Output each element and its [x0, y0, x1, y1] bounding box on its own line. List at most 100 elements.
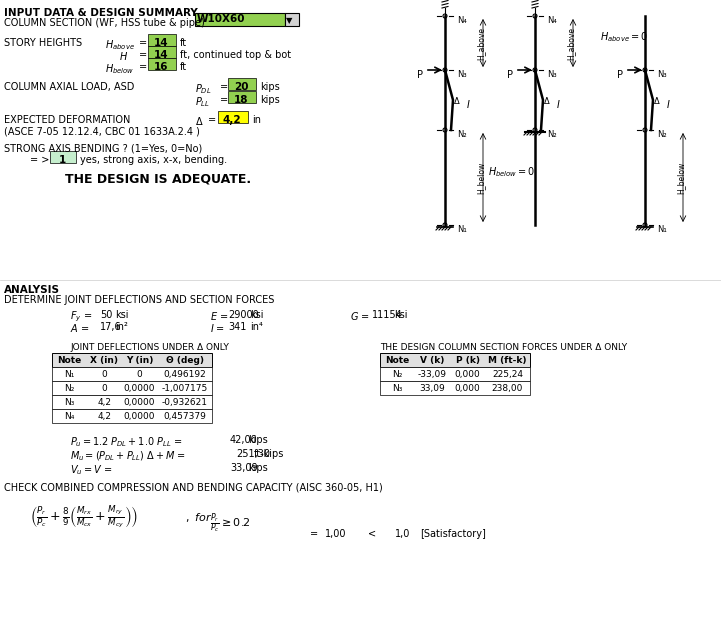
Text: <: <	[368, 529, 376, 539]
Text: yes, strong axis, x-x, bending.: yes, strong axis, x-x, bending.	[80, 155, 227, 165]
Text: kips: kips	[248, 463, 267, 473]
Text: (ASCE 7-05 12.12.4, CBC 01 1633A.2.4 ): (ASCE 7-05 12.12.4, CBC 01 1633A.2.4 )	[4, 126, 200, 136]
Bar	[228, 91, 256, 103]
Text: 4,2: 4,2	[97, 412, 112, 421]
Text: N₂: N₂	[657, 130, 667, 139]
Text: N₃: N₃	[392, 384, 403, 393]
Text: I: I	[467, 100, 470, 110]
Text: W10X60: W10X60	[197, 14, 245, 24]
Text: $H_{below}$: $H_{below}$	[105, 62, 134, 76]
Text: =: =	[139, 62, 147, 72]
Text: Y (in): Y (in)	[125, 356, 153, 365]
Text: STORY HEIGHTS: STORY HEIGHTS	[4, 38, 82, 48]
Text: $A$ =: $A$ =	[70, 322, 89, 334]
Text: =: =	[139, 38, 147, 48]
Text: $V_u = V$ =: $V_u = V$ =	[70, 463, 112, 477]
Bar	[52, 353, 212, 367]
Text: THE DESIGN IS ADEQUATE.: THE DESIGN IS ADEQUATE.	[65, 172, 251, 185]
Bar	[52, 367, 212, 381]
Bar	[285, 13, 299, 26]
Text: $E$ =: $E$ =	[210, 310, 229, 322]
Bar	[228, 78, 256, 90]
Text: $\frac{P_r}{P_c} \geq 0.2$: $\frac{P_r}{P_c} \geq 0.2$	[210, 511, 251, 535]
Text: Θ (deg): Θ (deg)	[166, 356, 203, 365]
Text: P: P	[617, 70, 623, 80]
Text: =: =	[220, 82, 228, 92]
Text: Δ: Δ	[654, 97, 660, 106]
Text: 11154: 11154	[372, 310, 403, 320]
Text: ANALYSIS: ANALYSIS	[4, 285, 60, 295]
Text: [Satisfactory]: [Satisfactory]	[420, 529, 486, 539]
Text: -0,932621: -0,932621	[162, 398, 208, 407]
Text: in²: in²	[115, 322, 128, 332]
Text: $F_y$ =: $F_y$ =	[70, 310, 92, 324]
Text: $I$ =: $I$ =	[210, 322, 225, 334]
Text: 4,2: 4,2	[223, 115, 242, 125]
Text: 0,000: 0,000	[455, 370, 480, 379]
Text: M (ft-k): M (ft-k)	[488, 356, 527, 365]
Text: Note: Note	[386, 356, 410, 365]
Text: P (k): P (k)	[456, 356, 479, 365]
Text: 33,09: 33,09	[230, 463, 257, 473]
Text: 0,0000: 0,0000	[124, 398, 155, 407]
Text: in⁴: in⁴	[250, 322, 263, 332]
Text: =: =	[139, 50, 147, 60]
Text: COLUMN AXIAL LOAD, ASD: COLUMN AXIAL LOAD, ASD	[4, 82, 134, 92]
Text: 0,0000: 0,0000	[124, 412, 155, 421]
Bar	[50, 151, 76, 163]
Text: -1,007175: -1,007175	[162, 384, 208, 393]
Text: 33,09: 33,09	[420, 384, 446, 393]
Text: ft: ft	[180, 62, 187, 72]
Text: 0: 0	[102, 384, 107, 393]
Text: ksi: ksi	[250, 310, 263, 320]
Text: ft, continued top & bot: ft, continued top & bot	[180, 50, 291, 60]
Text: N₁: N₁	[64, 370, 75, 379]
Text: N₂: N₂	[64, 384, 75, 393]
Bar	[52, 381, 212, 395]
Text: 17,6: 17,6	[100, 322, 122, 332]
Text: INPUT DATA & DESIGN SUMMARY: INPUT DATA & DESIGN SUMMARY	[4, 8, 198, 18]
Text: N₁: N₁	[657, 225, 667, 234]
Text: 341: 341	[228, 322, 247, 332]
Text: ksi: ksi	[115, 310, 128, 320]
Text: 16: 16	[154, 62, 168, 72]
Text: 225,24: 225,24	[492, 370, 523, 379]
Text: 1,00: 1,00	[325, 529, 347, 539]
Text: CHECK COMBINED COMPRESSION AND BENDING CAPACITY (AISC 360-05, H1): CHECK COMBINED COMPRESSION AND BENDING C…	[4, 483, 383, 493]
Text: Note: Note	[58, 356, 81, 365]
Text: $P_{LL}$: $P_{LL}$	[195, 95, 210, 109]
Text: COLUMN SECTION (WF, HSS tube & pipe): COLUMN SECTION (WF, HSS tube & pipe)	[4, 18, 205, 28]
Text: kips: kips	[248, 435, 267, 445]
Text: ft-kips: ft-kips	[254, 449, 284, 459]
Text: -33,09: -33,09	[418, 370, 447, 379]
Text: N₂: N₂	[457, 130, 466, 139]
Bar	[148, 34, 176, 46]
Text: $M_u = (P_{DL} + P_{LL})\ \Delta + M$ =: $M_u = (P_{DL} + P_{LL})\ \Delta + M$ =	[70, 449, 186, 463]
Text: N₃: N₃	[64, 398, 75, 407]
Text: 0,496192: 0,496192	[163, 370, 206, 379]
Text: P: P	[417, 70, 423, 80]
Text: EXPECTED DEFORMATION: EXPECTED DEFORMATION	[4, 115, 131, 125]
Text: $,\ \mathit{for}$: $,\ \mathit{for}$	[185, 511, 212, 524]
Text: DETERMINE JOINT DEFLECTIONS AND SECTION FORCES: DETERMINE JOINT DEFLECTIONS AND SECTION …	[4, 295, 275, 305]
Text: V (k): V (k)	[420, 356, 445, 365]
Text: THE DESIGN COLUMN SECTION FORCES UNDER Δ ONLY: THE DESIGN COLUMN SECTION FORCES UNDER Δ…	[380, 343, 627, 352]
Text: N₃: N₃	[457, 70, 466, 79]
Bar	[148, 46, 176, 58]
Text: N₃: N₃	[657, 70, 667, 79]
Text: $H_{above}$: $H_{above}$	[105, 38, 135, 52]
Text: N₄: N₄	[547, 16, 557, 25]
Bar	[52, 395, 212, 409]
Text: 1: 1	[58, 155, 66, 165]
Text: Δ: Δ	[544, 97, 549, 106]
Text: JOINT DEFLECTIONS UNDER Δ ONLY: JOINT DEFLECTIONS UNDER Δ ONLY	[70, 343, 229, 352]
Text: ft: ft	[180, 38, 187, 48]
Text: in: in	[252, 115, 261, 125]
Text: $P_u = 1.2\ P_{DL} + 1.0\ P_{LL}$ =: $P_u = 1.2\ P_{DL} + 1.0\ P_{LL}$ =	[70, 435, 182, 449]
Text: $H_{below}=0$: $H_{below}=0$	[488, 165, 535, 179]
Text: Δ: Δ	[454, 97, 460, 106]
Text: H_above: H_above	[567, 26, 575, 60]
Text: 18: 18	[234, 95, 248, 105]
Text: 0: 0	[102, 370, 107, 379]
Text: N₂: N₂	[547, 130, 557, 139]
